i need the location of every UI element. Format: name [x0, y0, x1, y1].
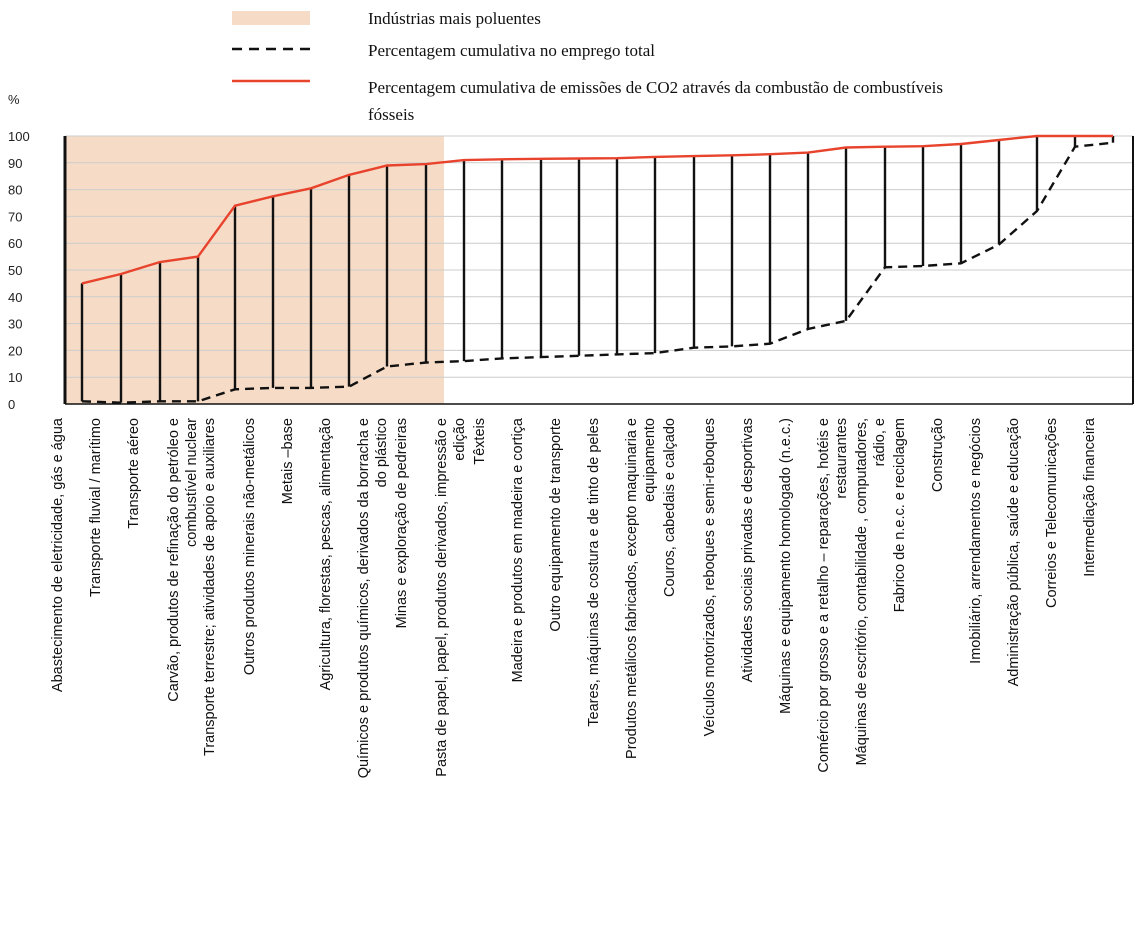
legend-item-highlight: Indústrias mais poluentes: [232, 9, 541, 28]
x-category-label: Administração pública, saúde e educação: [1006, 418, 1022, 686]
x-category-label-line: rádio, e: [872, 418, 888, 466]
legend-item-emissions: Percentagem cumulativa de emissões de CO…: [232, 78, 943, 124]
y-tick-label: 10: [8, 370, 22, 385]
y-tick-label: 80: [8, 183, 22, 198]
x-category-label: Pasta de papel, papel, produtos derivado…: [434, 418, 468, 777]
x-category-label-line: Minas e exploração de pedreiras: [394, 418, 410, 628]
y-tick-label: 20: [8, 343, 22, 358]
x-category-label: Transporte aéreo: [126, 418, 142, 529]
x-category-label-line: Transporte aéreo: [126, 418, 142, 529]
x-category-label-line: Fabrico de n.e.c. e reciclagem: [892, 418, 908, 612]
x-category-label: Químicos e produtos químicos, derivados …: [356, 418, 390, 778]
x-category-label: Comércio por grosso e a retalho – repara…: [816, 418, 850, 773]
x-category-label-line: Pasta de papel, papel, produtos derivado…: [434, 418, 450, 777]
x-category-label: Teares, máquinas de costura e de tinto d…: [586, 418, 602, 727]
x-category-label-line: edição: [452, 418, 468, 461]
x-category-label: Imobiliário, arrendamentos e negócios: [968, 418, 984, 664]
x-category-label-line: equipamento: [642, 418, 658, 502]
emissions-line: [81, 134, 1113, 285]
x-category-label-line: Máquinas e equipamento homologado (n.e.c…: [778, 418, 794, 714]
x-category-label-line: Intermediação financeira: [1082, 417, 1098, 577]
x-category-label: Intermediação financeira: [1082, 417, 1098, 577]
legend-label-highlight: Indústrias mais poluentes: [368, 9, 541, 28]
x-category-label-line: Carvão, produtos de refinação do petróle…: [166, 418, 182, 702]
y-tick-label: 40: [8, 290, 22, 305]
x-category-label-line: Couros, cabedais e calçado: [662, 418, 678, 597]
x-category-label: Máquinas e equipamento homologado (n.e.c…: [778, 418, 794, 714]
x-category-label-line: Transporte terrestre; atividades de apoi…: [202, 418, 218, 756]
x-category-label-line: Correios e Telecomunicações: [1044, 418, 1060, 608]
x-category-label-line: combustível nuclear: [184, 418, 200, 547]
x-category-label: Agricultura, florestas, pescas, alimenta…: [318, 418, 334, 690]
x-category-label-line: Administração pública, saúde e educação: [1006, 418, 1022, 686]
x-category-label-line: Madeira e produtos em madeira e cortiça: [510, 417, 526, 682]
y-tick-label: 50: [8, 263, 22, 278]
x-category-label: Carvão, produtos de refinação do petróle…: [166, 418, 200, 702]
x-category-label: Couros, cabedais e calçado: [662, 418, 678, 597]
grid-lines: [65, 135, 1133, 378]
connector-lines: [80, 136, 1115, 403]
x-category-label-line: restaurantes: [834, 418, 850, 499]
y-axis-unit-label: %: [8, 92, 20, 107]
x-category-label-line: Atividades sociais privadas e desportiva…: [740, 418, 756, 682]
legend-item-employment: Percentagem cumulativa no emprego total: [232, 41, 655, 60]
legend-swatch-highlight: [232, 11, 310, 25]
x-category-label-line: Químicos e produtos químicos, derivados …: [356, 418, 372, 778]
x-category-label: Máquinas de escritório, contabilidade , …: [854, 418, 888, 765]
category-labels: Abastecimento de eletricidade, gás e águ…: [50, 417, 1098, 778]
x-category-label: Correios e Telecomunicações: [1044, 418, 1060, 608]
y-tick-label: 60: [8, 236, 22, 251]
x-category-label: Transporte fluvial / marítimo: [88, 418, 104, 597]
x-category-label: Outro equipamento de transporte: [548, 418, 564, 632]
legend: Indústrias mais poluentes Percentagem cu…: [232, 9, 943, 124]
x-category-label-line: Agricultura, florestas, pescas, alimenta…: [318, 418, 334, 690]
legend-label-employment: Percentagem cumulativa no emprego total: [368, 41, 655, 60]
x-category-label-line: Abastecimento de eletricidade, gás e águ…: [50, 417, 66, 692]
x-category-label-line: Veículos motorizados, reboques e semi-re…: [702, 418, 718, 736]
y-tick-label: 90: [8, 156, 22, 171]
x-category-label: Produtos metálicos fabricados, excepto m…: [624, 418, 658, 759]
x-category-label: Madeira e produtos em madeira e cortiça: [510, 417, 526, 682]
plot-area: 0 10 20 30 40 50 60 70 80 90 100: [8, 129, 1134, 412]
x-category-label-line: Máquinas de escritório, contabilidade , …: [854, 418, 870, 765]
x-category-label: Abastecimento de eletricidade, gás e águ…: [50, 417, 66, 692]
x-category-label: Atividades sociais privadas e desportiva…: [740, 418, 756, 682]
y-axis-ticks: 0 10 20 30 40 50 60 70 80 90 100: [8, 129, 30, 412]
x-category-label-line: Imobiliário, arrendamentos e negócios: [968, 418, 984, 664]
x-category-label-line: Outros produtos minerais não-metálicos: [242, 418, 258, 675]
x-category-label-line: Produtos metálicos fabricados, excepto m…: [624, 418, 640, 759]
x-category-label-line: Transporte fluvial / marítimo: [88, 418, 104, 597]
x-category-label: Veículos motorizados, reboques e semi-re…: [702, 418, 718, 736]
y-tick-label: 70: [8, 209, 22, 224]
x-category-label-line: do plástico: [374, 418, 390, 487]
x-category-label-line: Comércio por grosso e a retalho – repara…: [816, 418, 832, 773]
y-tick-label: 100: [8, 129, 30, 144]
legend-label-emissions: Percentagem cumulativa de emissões de CO…: [368, 78, 943, 97]
x-category-label: Outros produtos minerais não-metálicos: [242, 418, 258, 675]
x-category-label-line: Construção: [930, 418, 946, 492]
y-tick-label: 30: [8, 317, 22, 332]
y-tick-label: 0: [8, 397, 15, 412]
x-category-label: Fabrico de n.e.c. e reciclagem: [892, 418, 908, 612]
x-category-label-line: Teares, máquinas de costura e de tinto d…: [586, 418, 602, 727]
x-category-label-line: Outro equipamento de transporte: [548, 418, 564, 632]
x-category-label: Têxteis: [472, 418, 488, 465]
x-category-label: Metais –base: [280, 418, 296, 504]
x-category-label-line: Têxteis: [472, 418, 488, 465]
legend-label-emissions-line2: fósseis: [368, 105, 414, 124]
employment-line: [81, 141, 1114, 404]
x-category-label: Transporte terrestre; atividades de apoi…: [202, 418, 218, 756]
x-category-label: Minas e exploração de pedreiras: [394, 418, 410, 628]
x-category-label: Construção: [930, 418, 946, 492]
x-category-label-line: Metais –base: [280, 418, 296, 504]
